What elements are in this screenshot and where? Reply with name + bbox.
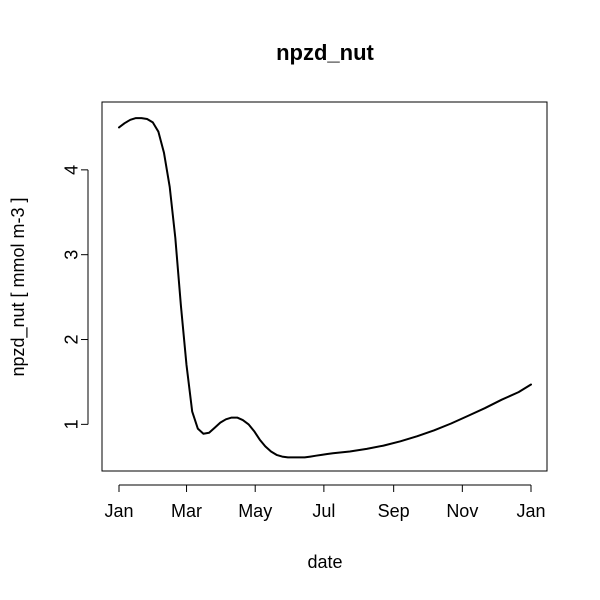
plot-box <box>101 101 548 472</box>
x-tick-label: Nov <box>446 501 478 521</box>
x-tick-label: Jan <box>104 501 133 521</box>
y-tick-label: 1 <box>62 419 82 429</box>
series-layer <box>118 117 532 459</box>
x-axis: Jan Mar May Jul Sep Nov Jan <box>104 484 546 521</box>
x-tick-label: Mar <box>171 501 202 521</box>
npzd-nut-line <box>118 117 532 459</box>
chart-title: npzd_nut <box>276 40 374 65</box>
x-tick-label: Jan <box>516 501 545 521</box>
y-axis: 1 2 3 4 <box>62 165 89 429</box>
x-tick-label: Jul <box>312 501 335 521</box>
x-tick-label: May <box>238 501 272 521</box>
y-axis-label: npzd_nut [ mmol m-3 ] <box>8 197 29 376</box>
y-tick-label: 3 <box>62 250 82 260</box>
x-tick-label: Sep <box>378 501 410 521</box>
y-tick-label: 4 <box>62 165 82 175</box>
x-axis-label: date <box>307 552 342 572</box>
y-tick-label: 2 <box>62 335 82 345</box>
